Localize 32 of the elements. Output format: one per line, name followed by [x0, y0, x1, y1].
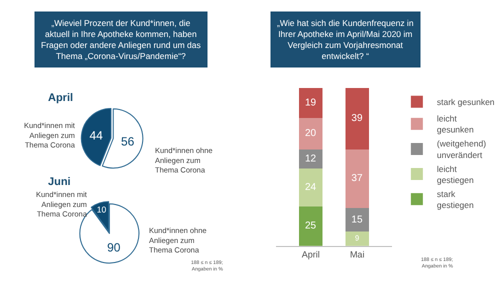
bar: [346, 88, 369, 150]
data-label: 44: [89, 128, 104, 142]
chart-subtitle: April: [48, 92, 74, 104]
bar: [346, 232, 369, 246]
data-label: 10: [96, 204, 107, 215]
bar: [346, 150, 369, 208]
data-label: 12: [304, 153, 317, 164]
data-label: 15: [351, 214, 363, 226]
data-label: 9: [354, 234, 360, 243]
data-label: 25: [304, 220, 317, 232]
legend-label: stark gesunken: [436, 97, 495, 108]
bar: [299, 118, 322, 150]
bar: [299, 150, 322, 168]
chart-title: „Wieviel Prozent der Kund*innen, die aktuell in Ihre Apotheke kommen, haben Fragen oder andere Anliegen rund um das Thema „Corona-Virus/Pandemie“?: [41, 18, 201, 62]
chart-subtitle: Juni: [48, 176, 71, 188]
data-label: 56: [120, 134, 135, 148]
legend-label: stark gestiegen: [436, 188, 474, 210]
bar: [299, 88, 322, 118]
data-label: 20: [304, 128, 317, 140]
legend-label: leicht gestiegen: [436, 164, 474, 185]
data-label: 37: [351, 173, 363, 184]
data-label: 19: [304, 97, 317, 108]
bar: [346, 208, 369, 232]
bar: [299, 206, 322, 246]
chart-title: „Wie hat sich die Kundenfrequenz in Ihrer Apotheke im April/Mai 2020 im Vergleich zum Vorjahresmonat entwickelt? “: [277, 18, 414, 62]
bar: [299, 168, 322, 206]
data-label: 90: [107, 240, 121, 255]
data-label: 24: [304, 182, 317, 193]
legend-label: leicht gesunken: [436, 114, 474, 135]
legend-label: (weitgehend) unverändert: [436, 138, 486, 160]
data-label: 39: [351, 113, 363, 124]
x-tick-label: Mai: [350, 250, 364, 260]
